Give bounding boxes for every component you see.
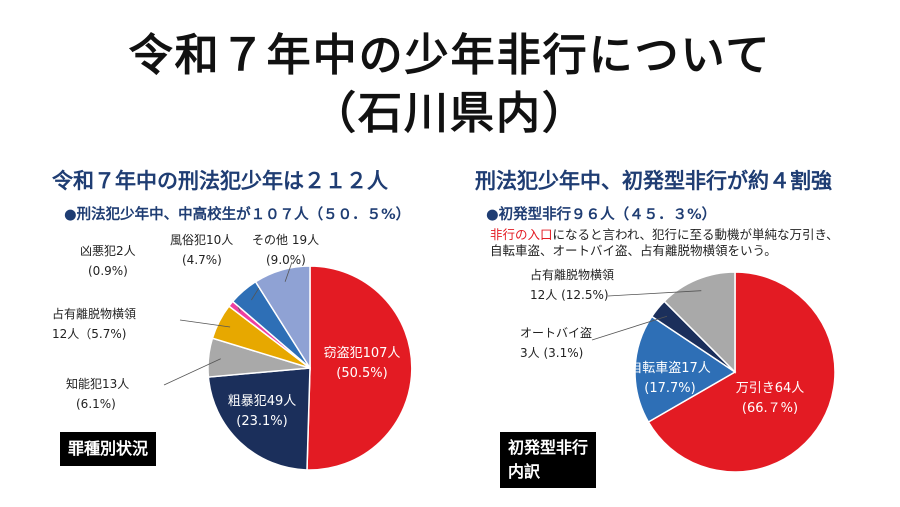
right-bullet: ●初発型非行９６人（４５．３%）: [486, 207, 717, 223]
crime-pct-1: (23.1%): [236, 414, 287, 429]
crime-pct-5: (4.7%): [182, 253, 222, 267]
crime-pct-2: (6.1%): [76, 397, 116, 411]
crime-label-5: 風俗犯10人: [170, 233, 233, 247]
crime-label-6: その他 19人: [252, 233, 319, 247]
crime-slice-1: [207, 367, 311, 471]
page-subtitle: （石川県内）: [312, 88, 588, 139]
initial-slice-3: [663, 271, 736, 374]
left-headline: 令和７年中の刑法犯少年は２１２人: [52, 169, 388, 193]
crime-label-0: 窃盗犯107人: [324, 345, 401, 361]
right-headline: 刑法犯少年中、初発型非行が約４割強: [475, 169, 832, 193]
initial-pct-2: 3人 (3.1%): [520, 346, 583, 360]
crime-leader-6: [284, 261, 293, 282]
crime-leader-3: [179, 319, 231, 328]
crime-slice-0: [306, 265, 413, 471]
crime-pct-3: 12人（5.7%): [52, 327, 126, 341]
note-highlight: 非行の入口: [490, 227, 553, 242]
initial-pct-1: (17.7%): [644, 381, 695, 396]
crime-label-3: 占有離脱物横領: [52, 306, 136, 321]
crime-pct-0: (50.5%): [336, 366, 387, 381]
crime-pct-4: (0.9%): [88, 264, 128, 278]
crime-leader-2: [163, 358, 221, 386]
initial-pct-3: 12人 (12.5%): [530, 288, 609, 302]
crime-label-2: 知能犯13人: [66, 377, 129, 391]
left-bullet: ●刑法犯少年中、中高校生が１０７人（５０．５%）: [64, 207, 411, 223]
initial-label-0: 万引き64人: [736, 381, 805, 396]
initial-leader-3: [607, 290, 702, 297]
initial-label-3: 占有離脱物横領: [530, 267, 614, 282]
initial-slice-0: [647, 271, 836, 473]
crime-pct-6: (9.0%): [266, 253, 306, 267]
note-text: になると言われ、犯行に至る動機が単純な万引き、自転車盗、オートバイ盗、占有離脱物…: [490, 227, 839, 258]
right-note: 非行の入口になると言われ、犯行に至る動機が単純な万引き、自転車盗、オートバイ盗、…: [490, 227, 842, 259]
crime-label-1: 粗暴犯49人: [228, 394, 297, 409]
crime-label-4: 凶悪犯2人: [80, 244, 136, 258]
initial-slice-1: [634, 315, 737, 424]
page-title: 令和７年中の少年非行について: [128, 30, 772, 81]
initial-pct-0: (66.７%): [742, 401, 798, 416]
initial-label-2: オートバイ盗: [520, 325, 592, 340]
left-chart-caption: 罪種別状況: [60, 432, 157, 466]
right-caption-line1: 初発型非行: [508, 438, 589, 457]
right-caption-line2: 内訳: [508, 462, 541, 481]
right-chart-caption: 初発型非行 内訳: [500, 432, 597, 488]
initial-label-1: 自転車盗17人: [629, 360, 711, 376]
crime-slice-6: [254, 265, 311, 371]
initial-leader-2: [591, 315, 668, 341]
